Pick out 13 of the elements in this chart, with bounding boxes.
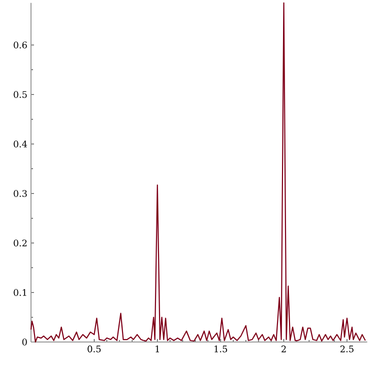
x-tick-label: 2 [282, 346, 286, 352]
x-tick-label: 1.5 [214, 346, 228, 352]
y-tick-label: 0 [22, 338, 27, 346]
y-tick-label: 0.6 [14, 42, 27, 48]
y-tick-label: 0.1 [14, 289, 26, 296]
x-tick-label: 1 [156, 346, 159, 352]
line-series [30, 2, 366, 343]
y-tick-label: 0.3 [14, 190, 27, 197]
y-tick-label: 0.5 [14, 91, 27, 98]
x-tick-label: 0.5 [88, 346, 101, 352]
y-tick-label: 0.4 [14, 140, 28, 148]
y-tick-label: 0.2 [14, 240, 27, 246]
x-tick-label: 2.5 [340, 346, 354, 352]
